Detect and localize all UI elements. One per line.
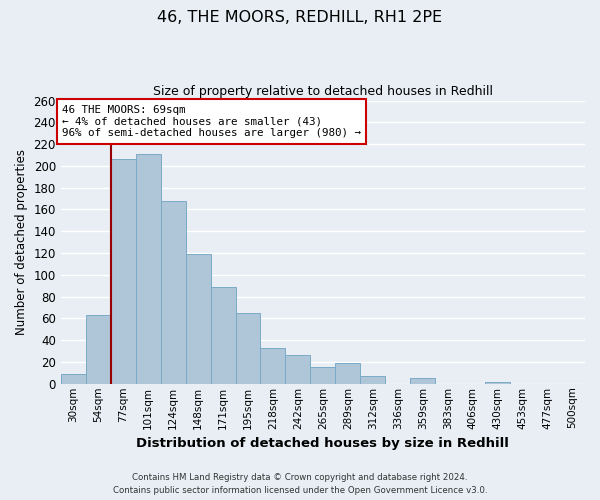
X-axis label: Distribution of detached houses by size in Redhill: Distribution of detached houses by size … <box>136 437 509 450</box>
Bar <box>361 376 385 384</box>
Bar <box>260 348 286 384</box>
Title: Size of property relative to detached houses in Redhill: Size of property relative to detached ho… <box>153 85 493 98</box>
Y-axis label: Number of detached properties: Number of detached properties <box>15 149 28 335</box>
Text: 46, THE MOORS, REDHILL, RH1 2PE: 46, THE MOORS, REDHILL, RH1 2PE <box>157 10 443 25</box>
Bar <box>485 382 510 384</box>
Bar <box>211 287 236 384</box>
Bar <box>111 160 136 384</box>
Bar <box>61 374 86 384</box>
Bar <box>185 254 211 384</box>
Bar <box>136 154 161 384</box>
Text: Contains HM Land Registry data © Crown copyright and database right 2024.
Contai: Contains HM Land Registry data © Crown c… <box>113 474 487 495</box>
Bar <box>286 356 310 384</box>
Bar <box>410 378 435 384</box>
Bar <box>335 363 361 384</box>
Text: 46 THE MOORS: 69sqm
← 4% of detached houses are smaller (43)
96% of semi-detache: 46 THE MOORS: 69sqm ← 4% of detached hou… <box>62 105 361 138</box>
Bar <box>310 368 335 384</box>
Bar <box>86 315 111 384</box>
Bar <box>161 201 185 384</box>
Bar <box>236 313 260 384</box>
